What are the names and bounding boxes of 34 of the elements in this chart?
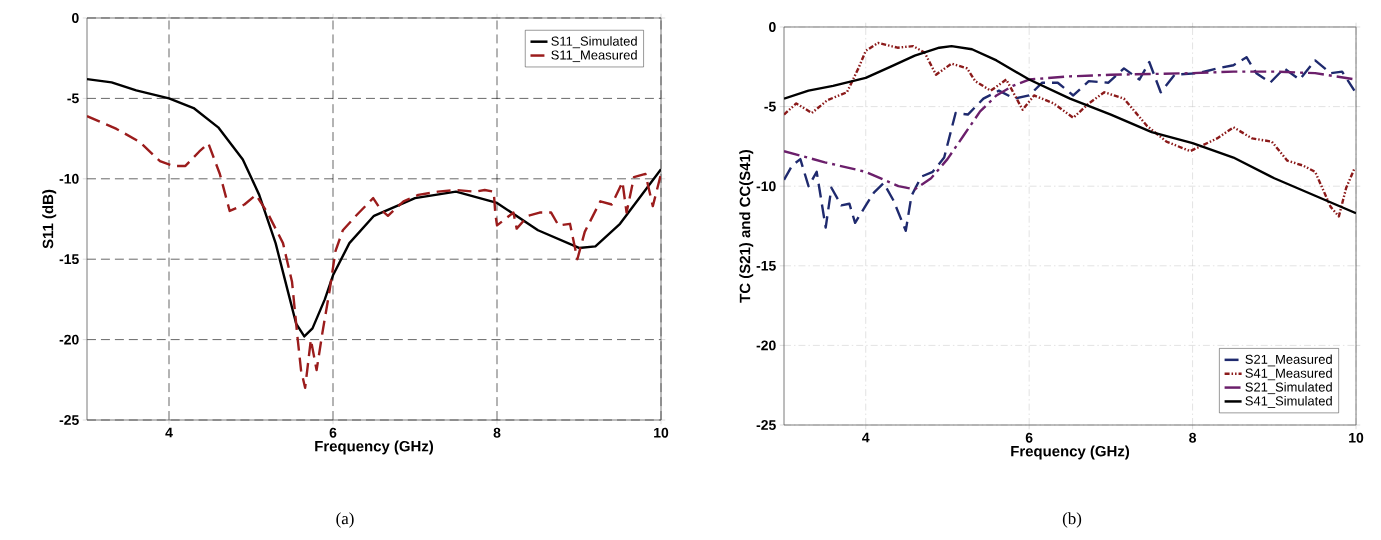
legend-label: S41_Simulated bbox=[1245, 396, 1332, 408]
legend-label: S11_Simulated bbox=[551, 36, 637, 49]
line-series bbox=[87, 114, 662, 390]
x-tick-label: 4 bbox=[862, 432, 870, 443]
legend-label: S11_Measured bbox=[551, 50, 637, 63]
legend-label: S41_Measured bbox=[1245, 368, 1332, 381]
y-tick-label: -10 bbox=[59, 173, 79, 184]
y-tick-label: 0 bbox=[72, 13, 79, 23]
x-tick-label: 8 bbox=[1189, 432, 1197, 443]
y-tick-label: -10 bbox=[756, 181, 776, 192]
y-axis-title: TC (S21) and CC(S41) bbox=[739, 149, 754, 303]
y-tick-label: -20 bbox=[756, 340, 776, 351]
x-tick-label: 6 bbox=[1025, 432, 1033, 443]
y-tick-label: -15 bbox=[59, 254, 79, 265]
x-axis-title: Frequency (GHz) bbox=[315, 440, 434, 455]
y-tick-label: -25 bbox=[59, 415, 79, 425]
y-tick-label: -20 bbox=[59, 334, 79, 345]
x-tick-label: 10 bbox=[1349, 432, 1364, 443]
y-tick-label: -25 bbox=[756, 420, 776, 430]
x-tick-label: 8 bbox=[493, 427, 501, 438]
x-axis-title: Frequency (GHz) bbox=[1011, 445, 1130, 460]
legend-label: S21_Simulated bbox=[1245, 382, 1332, 395]
x-tick-label: 10 bbox=[654, 427, 669, 438]
y-tick-label: -15 bbox=[756, 260, 776, 271]
text: (b) bbox=[1062, 512, 1082, 528]
x-tick-label: 4 bbox=[165, 427, 173, 438]
y-tick-label: -5 bbox=[764, 101, 776, 112]
y-tick-label: -5 bbox=[67, 93, 79, 104]
text: (a) bbox=[336, 512, 354, 528]
line-series bbox=[784, 56, 1356, 232]
y-tick-label: 0 bbox=[769, 22, 776, 32]
legend-label: S21_Measured bbox=[1245, 354, 1332, 367]
x-tick-label: 6 bbox=[329, 427, 337, 438]
y-axis-title: S11 (dB) bbox=[42, 189, 57, 249]
